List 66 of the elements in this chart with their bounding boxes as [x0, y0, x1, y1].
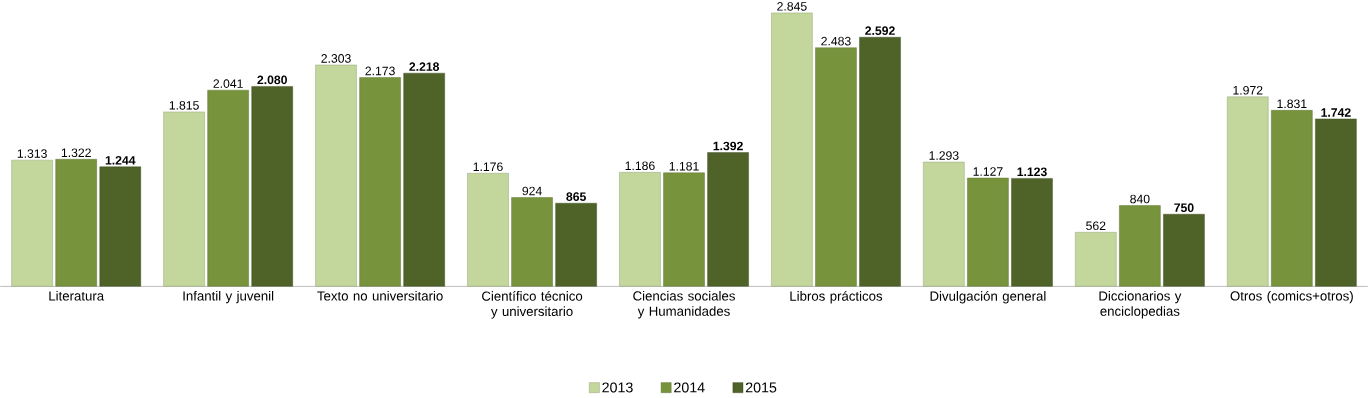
- bar: [55, 158, 97, 287]
- data-label: 924: [522, 186, 542, 196]
- bar: [99, 166, 141, 287]
- bar: [923, 161, 965, 287]
- bar: [1119, 205, 1161, 287]
- data-label: 2.592: [865, 26, 895, 35]
- data-label: 840: [1130, 194, 1150, 204]
- x-tick-label: Divulgación general: [930, 290, 1046, 304]
- data-label: 1.392: [713, 141, 743, 151]
- data-label: 1.176: [473, 162, 503, 171]
- data-label: 1.815: [169, 100, 199, 110]
- bar: [663, 172, 705, 287]
- bar: [163, 111, 205, 287]
- bar: [1227, 96, 1269, 287]
- bar: [619, 171, 661, 287]
- data-label: 1.123: [1017, 167, 1047, 176]
- x-tick-label: Literatura: [49, 290, 105, 301]
- bar: [1315, 118, 1357, 287]
- data-label: 1.181: [669, 161, 699, 171]
- x-tick-label: Ciencias sociales y Humanidades: [633, 290, 735, 319]
- bar: [815, 47, 857, 287]
- data-label: 1.313: [17, 149, 47, 158]
- data-label: 1.127: [973, 167, 1003, 176]
- data-label: 1.322: [61, 148, 91, 157]
- x-tick-label: Libros prácticos: [790, 290, 883, 304]
- data-label: 865: [566, 192, 586, 201]
- data-label: 750: [1174, 203, 1194, 212]
- bar: [1163, 213, 1205, 287]
- x-tick-label: Otros (comics+otros): [1230, 290, 1353, 304]
- data-label: 1.742: [1321, 107, 1351, 117]
- bar: [467, 172, 509, 287]
- bar: [967, 177, 1009, 287]
- data-label: 2.218: [409, 62, 440, 71]
- bar: [315, 64, 357, 287]
- data-label: 2.041: [213, 79, 243, 88]
- data-label: 2.303: [321, 53, 351, 63]
- x-tick-label: Texto no universitario: [317, 290, 443, 301]
- bar: [771, 12, 813, 287]
- bar: [859, 36, 901, 287]
- data-label: 2.845: [777, 1, 807, 11]
- bar: [11, 159, 53, 287]
- data-label: 562: [1086, 221, 1106, 230]
- x-tick-label: Diccionarios y enciclopedias: [1099, 290, 1182, 319]
- bar: [707, 152, 749, 287]
- bar: [359, 77, 401, 287]
- bar: [403, 72, 445, 287]
- legend-label: 2013: [602, 382, 633, 393]
- data-label: 1.293: [929, 150, 959, 160]
- data-label: 1.831: [1277, 99, 1307, 108]
- data-label: 2.483: [821, 36, 851, 46]
- data-label: 2.173: [365, 66, 395, 76]
- legend-label: 2015: [745, 382, 777, 393]
- data-label: 1.186: [625, 161, 655, 170]
- data-label: 1.972: [1233, 85, 1263, 95]
- bar: [1271, 109, 1313, 287]
- x-tick-label: Científico técnico y universitario: [482, 290, 583, 319]
- bar: [207, 89, 249, 287]
- bar: [1075, 231, 1117, 287]
- data-label: 2.080: [257, 75, 287, 84]
- bar: [555, 202, 597, 287]
- bar: [251, 86, 293, 287]
- data-label: 1.244: [105, 155, 136, 165]
- legend-label: 2014: [674, 382, 705, 393]
- x-tick-label: Infantil y juvenil: [183, 290, 274, 304]
- bar: [1011, 177, 1053, 287]
- bar: [511, 197, 553, 287]
